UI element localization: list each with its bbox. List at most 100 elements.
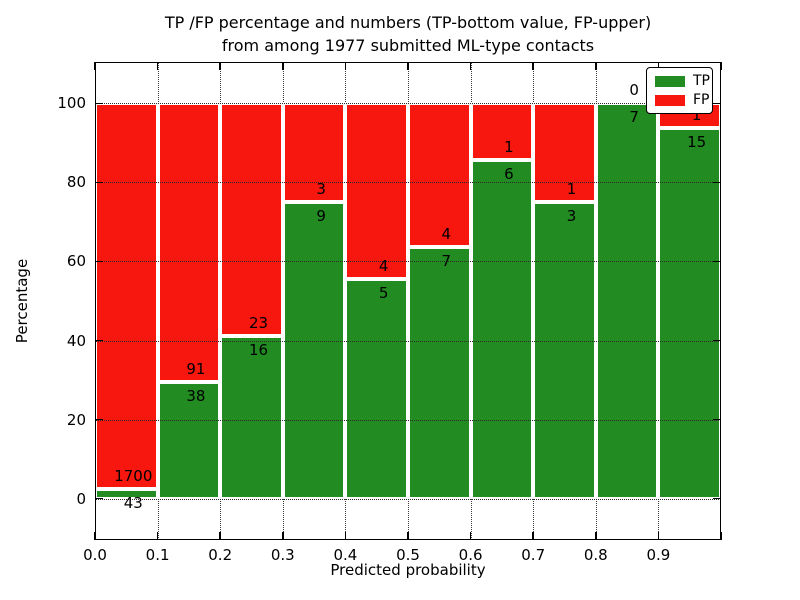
legend-entry: FP [655,92,710,108]
y-tick-mark [713,181,721,184]
tp-bar-segment [470,159,534,499]
fp-count-label: 1700 [114,466,153,485]
x-axis-label: Predicted probability [330,561,486,579]
plot-border [95,62,721,540]
x-tick-label: 0.8 [583,546,608,564]
y-tick-label: 0 [76,489,86,508]
legend-entry: TP [655,73,710,89]
fp-count-label: 91 [186,360,206,379]
x-tick-mark [469,532,472,540]
fp-count-label: 0 [629,81,639,100]
fp-count-label: 1 [691,106,702,125]
y-tick-mark [713,102,721,105]
x-tick-mark [657,62,660,70]
y-tick-mark [95,497,103,500]
x-tick-mark [469,62,472,70]
horizontal-gridline [95,498,721,500]
fp-count-label: 3 [316,180,326,199]
x-tick-mark [595,62,597,70]
x-tick-mark [657,532,660,540]
y-tick-label: 80 [66,173,86,192]
fp-bar-segment [157,103,221,383]
y-tick-mark [713,418,721,421]
fp-count-label: 1 [566,180,577,199]
x-tick-label: 0.9 [646,546,671,564]
x-tick-mark [219,62,221,70]
x-tick-mark [156,532,159,540]
legend: TP FP [646,67,713,114]
tp-legend-swatch [655,75,685,87]
fp-bar-segment [345,103,408,280]
x-tick-mark [156,62,159,70]
x-tick-label: 0.5 [396,546,420,564]
plot-area: TP FP 1700 43 91 38 23 16 3 9 4 5 4 7 1 6 1 3 0 7 1 15 [94,62,722,540]
tp-count-label: 6 [504,164,514,183]
tp-count-label: 43 [123,493,143,512]
x-tick-mark [595,532,597,540]
fp-legend-swatch [655,94,685,106]
y-tick-mark [95,102,103,105]
y-tick-mark [95,260,103,263]
x-tick-label: 0.2 [208,546,233,564]
x-tick-mark [407,532,409,540]
x-tick-mark [532,532,534,540]
tp-count-label: 38 [186,387,206,406]
y-tick-mark [95,181,103,184]
y-tick-label: 20 [66,410,86,429]
tp-count-label: 16 [248,341,269,360]
x-tick-mark [219,532,221,540]
y-tick-mark [95,418,103,421]
fp-count-label: 4 [441,225,452,244]
y-tick-mark [713,260,721,263]
x-tick-mark [282,532,284,540]
tp-count-label: 9 [316,207,326,226]
horizontal-gridline [95,103,721,105]
tp-count-label: 5 [378,284,389,303]
chart-title-line1: TP /FP percentage and numbers (TP-bottom… [164,13,652,32]
y-tick-label: 40 [66,331,86,350]
tp-bar-segment [408,247,471,499]
x-tick-mark [532,62,534,70]
horizontal-gridline [95,419,721,421]
x-tick-mark [344,62,347,70]
tp-count-label: 7 [441,252,452,271]
fp-bar-segment [95,103,158,489]
x-tick-label: 0.0 [83,546,107,564]
chart-title-line2: from among 1977 submitted ML-type contac… [221,36,595,55]
x-tick-label: 0.1 [145,546,170,564]
fp-bar-segment [282,103,346,203]
tp-bar-segment [345,279,408,499]
tp-count-label: 15 [687,133,707,152]
horizontal-gridline [95,261,721,263]
fp-bar-segment [533,103,596,203]
fp-bar-segment [470,103,534,160]
x-tick-mark [407,62,409,70]
x-tick-label: 0.7 [521,546,546,564]
legend-entry-label: TP [693,73,710,89]
tp-bar-segment [533,202,596,499]
fp-count-label: 1 [504,137,514,156]
x-tick-label: 0.3 [270,546,295,564]
y-axis-label: Percentage [13,258,31,344]
x-tick-label: 0.6 [458,546,483,564]
x-tick-mark [344,532,347,540]
horizontal-gridline [95,340,721,342]
x-tick-mark [282,62,284,70]
y-tick-mark [713,339,721,342]
tp-count-label: 7 [629,108,639,127]
y-tick-label: 60 [66,252,86,271]
fp-count-label: 23 [248,314,269,333]
tp-bar-segment [658,128,721,499]
y-tick-label: 100 [57,94,86,113]
fp-count-label: 4 [378,257,389,276]
horizontal-gridline [95,182,721,184]
x-tick-label: 0.4 [333,546,358,564]
chart-title: TP /FP percentage and numbers (TP-bottom… [95,11,721,57]
y-tick-mark [95,339,103,342]
tp-bar-segment [220,336,283,499]
legend-entry-label: FP [693,92,710,108]
tp-bar-segment [595,103,659,499]
tp-count-label: 3 [566,207,577,226]
y-tick-mark [713,497,721,500]
